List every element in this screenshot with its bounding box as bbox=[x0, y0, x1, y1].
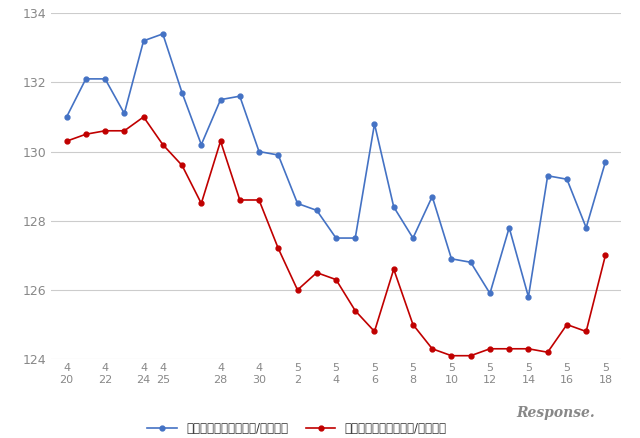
ハイオク実売価格（円/リット） bbox=[101, 128, 109, 134]
ハイオク実売価格（円/リット） bbox=[178, 163, 186, 168]
ハイオク実売価格（円/リット） bbox=[332, 277, 340, 282]
ハイオク看板価格（円/リット） bbox=[563, 177, 571, 182]
ハイオク看板価格（円/リット） bbox=[236, 94, 244, 99]
ハイオク実売価格（円/リット） bbox=[563, 322, 571, 327]
ハイオク実売価格（円/リット） bbox=[486, 346, 494, 351]
ハイオク実売価格（円/リット） bbox=[140, 114, 147, 120]
ハイオク看板価格（円/リット） bbox=[506, 225, 513, 230]
ハイオク看板価格（円/リット） bbox=[602, 159, 609, 165]
ハイオク看板価格（円/リット） bbox=[447, 256, 455, 261]
ハイオク看板価格（円/リット） bbox=[582, 225, 590, 230]
ハイオク看板価格（円/リット） bbox=[294, 201, 301, 206]
ハイオク看板価格（円/リット） bbox=[217, 97, 225, 102]
ハイオク看板価格（円/リット） bbox=[198, 142, 205, 147]
ハイオク看板価格（円/リット） bbox=[371, 121, 378, 127]
ハイオク看板価格（円/リット） bbox=[140, 38, 147, 43]
ハイオク看板価格（円/リット） bbox=[178, 90, 186, 95]
ハイオク実売価格（円/リット） bbox=[313, 270, 321, 276]
ハイオク実売価格（円/リット） bbox=[217, 138, 225, 144]
ハイオク看板価格（円/リット） bbox=[544, 173, 552, 178]
ハイオク実売価格（円/リット） bbox=[159, 142, 166, 147]
ハイオク看板価格（円/リット） bbox=[101, 76, 109, 81]
Text: Response.: Response. bbox=[516, 406, 595, 420]
Line: ハイオク実売価格（円/リット）: ハイオク実売価格（円/リット） bbox=[64, 114, 608, 358]
ハイオク看板価格（円/リット） bbox=[275, 152, 282, 158]
ハイオク実売価格（円/リット） bbox=[255, 198, 263, 203]
ハイオク実売価格（円/リット） bbox=[544, 350, 552, 355]
ハイオク実売価格（円/リット） bbox=[582, 329, 590, 334]
ハイオク看板価格（円/リット） bbox=[332, 236, 340, 241]
ハイオク実売価格（円/リット） bbox=[390, 267, 397, 272]
ハイオク看板価格（円/リット） bbox=[486, 291, 494, 296]
ハイオク看板価格（円/リット） bbox=[428, 194, 436, 199]
ハイオク看板価格（円/リット） bbox=[351, 236, 359, 241]
ハイオク看板価格（円/リット） bbox=[525, 294, 532, 300]
ハイオク看板価格（円/リット） bbox=[120, 111, 128, 116]
Line: ハイオク看板価格（円/リット）: ハイオク看板価格（円/リット） bbox=[64, 32, 608, 299]
ハイオク看板価格（円/リット） bbox=[467, 260, 474, 265]
ハイオク看板価格（円/リット） bbox=[313, 208, 321, 213]
ハイオク実売価格（円/リット） bbox=[467, 353, 474, 358]
ハイオク実売価格（円/リット） bbox=[602, 253, 609, 258]
Legend: ハイオク看板価格（円/リット）, ハイオク実売価格（円/リット）: ハイオク看板価格（円/リット）, ハイオク実売価格（円/リット） bbox=[143, 417, 452, 438]
ハイオク看板価格（円/リット） bbox=[63, 114, 70, 120]
ハイオク実売価格（円/リット） bbox=[82, 132, 90, 137]
ハイオク実売価格（円/リット） bbox=[525, 346, 532, 351]
ハイオク実売価格（円/リット） bbox=[120, 128, 128, 134]
ハイオク看板価格（円/リット） bbox=[82, 76, 90, 81]
ハイオク看板価格（円/リット） bbox=[390, 204, 397, 209]
ハイオク看板価格（円/リット） bbox=[159, 31, 166, 36]
ハイオク実売価格（円/リット） bbox=[198, 201, 205, 206]
ハイオク実売価格（円/リット） bbox=[294, 287, 301, 293]
ハイオク実売価格（円/リット） bbox=[371, 329, 378, 334]
ハイオク実売価格（円/リット） bbox=[275, 246, 282, 251]
ハイオク実売価格（円/リット） bbox=[351, 308, 359, 313]
ハイオク実売価格（円/リット） bbox=[447, 353, 455, 358]
ハイオク実売価格（円/リット） bbox=[236, 198, 244, 203]
ハイオク実売価格（円/リット） bbox=[506, 346, 513, 351]
ハイオク実売価格（円/リット） bbox=[63, 138, 70, 144]
ハイオク実売価格（円/リット） bbox=[409, 322, 417, 327]
ハイオク看板価格（円/リット） bbox=[409, 236, 417, 241]
ハイオク看板価格（円/リット） bbox=[255, 149, 263, 154]
ハイオク実売価格（円/リット） bbox=[428, 346, 436, 351]
